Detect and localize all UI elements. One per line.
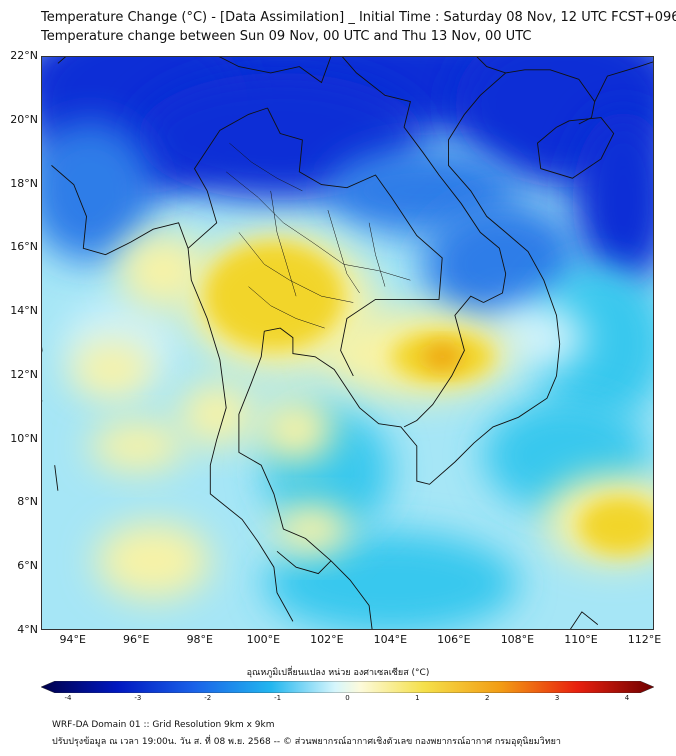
lon-tick-label: 108°E <box>500 633 535 646</box>
lat-tick-label: 12°N <box>10 367 38 381</box>
boundary-line <box>476 57 506 74</box>
boundary-line <box>276 550 332 575</box>
lat-tick-label: 18°N <box>10 176 38 190</box>
temperature-blob-mild-warm <box>178 382 255 447</box>
boundary-line <box>341 57 507 303</box>
lat-tick-label: 14°N <box>10 304 38 318</box>
colorbar-tick-label: -3 <box>134 694 142 702</box>
map-subtitle: Temperature change between Sun 09 Nov, 0… <box>41 29 532 44</box>
lat-tick-label: 22°N <box>10 49 38 62</box>
temperature-blob-mild-warm <box>70 340 154 399</box>
lon-tick-label: 112°E <box>627 633 662 646</box>
footer-credit: ปรับปรุงข้อมูล ณ เวลา 19:00น. วัน ส. ที่… <box>52 737 561 747</box>
colorbar-tick-label: -4 <box>64 694 72 702</box>
temperature-change-map <box>41 56 654 630</box>
province-lines <box>226 142 411 329</box>
province-line <box>368 222 386 287</box>
temperature-blob-hot <box>423 344 462 370</box>
colorbar-gradient <box>41 681 654 693</box>
lat-tick-label: 20°N <box>10 112 38 126</box>
boundary-line <box>57 57 66 64</box>
colorbar-title: อุณหภูมิเปลี่ยนแปลง หน่วย องศาเซลเซียส (… <box>246 668 430 678</box>
map-title: Temperature Change (°C) - [Data Assimila… <box>41 10 676 25</box>
map-canvas <box>42 57 653 629</box>
temperature-blob-warm <box>203 241 344 351</box>
boundary-line <box>218 57 332 84</box>
province-line <box>238 232 354 303</box>
boundary-line <box>403 295 484 428</box>
province-line <box>327 210 360 294</box>
boundary-line <box>187 107 268 249</box>
lat-tick-label: 6°N <box>17 559 38 573</box>
boundary-line <box>569 611 599 629</box>
temperature-blob-mild-warm <box>118 232 208 309</box>
boundary-line <box>51 165 294 622</box>
lon-tick-label: 102°E <box>310 633 344 646</box>
colorbar-tick-label: 1 <box>415 694 420 702</box>
footer-model-info: WRF-DA Domain 01 :: Grid Resolution 9km … <box>52 720 275 730</box>
province-line <box>248 286 325 329</box>
temperature-blob-mild-cold <box>527 264 653 424</box>
boundary-line <box>238 331 373 629</box>
lon-tick-label: 110°E <box>564 633 598 646</box>
boundary-line <box>264 69 596 485</box>
province-line <box>226 171 411 281</box>
lon-tick-label: 96°E <box>123 633 150 646</box>
colorbar-tick-label: 2 <box>485 694 490 702</box>
temperature-blob-mild-warm <box>95 522 211 600</box>
temperature-blob-warm <box>578 497 653 555</box>
temperature-blob-mild-warm <box>257 398 335 462</box>
colorbar-tick-label: -2 <box>204 694 212 702</box>
temperature-blob-mild-cold <box>264 532 519 629</box>
colorbar-tick-label: -1 <box>274 694 282 702</box>
temperature-blob-strong-cold <box>572 111 653 290</box>
colorbar-tick-label: 4 <box>624 694 630 702</box>
lon-tick-label: 100°E <box>246 633 281 646</box>
lon-tick-label: 98°E <box>186 633 214 646</box>
lon-tick-label: 104°E <box>373 633 408 646</box>
temperature-field <box>42 57 653 629</box>
colorbar <box>41 681 654 693</box>
boundary-line <box>267 107 443 377</box>
temperature-blob-mild-warm <box>273 503 351 555</box>
lat-tick-label: 16°N <box>10 240 38 254</box>
temperature-blob-cold <box>42 120 154 262</box>
boundary-line <box>594 61 653 102</box>
colorbar-tick-label: 3 <box>554 694 560 702</box>
province-line <box>270 190 297 297</box>
boundary-line <box>54 465 59 491</box>
coastlines-and-borders <box>42 57 653 629</box>
province-line <box>229 142 303 192</box>
lat-tick-label: 4°N <box>17 623 38 636</box>
lon-tick-label: 94°E <box>59 633 86 646</box>
colorbar-tick-label: 0 <box>345 694 350 702</box>
lat-tick-label: 10°N <box>10 431 38 445</box>
temperature-blob-mild-warm <box>89 420 185 472</box>
boundary-line <box>537 117 615 179</box>
lon-tick-label: 106°E <box>437 633 471 646</box>
lat-tick-label: 8°N <box>17 495 38 509</box>
